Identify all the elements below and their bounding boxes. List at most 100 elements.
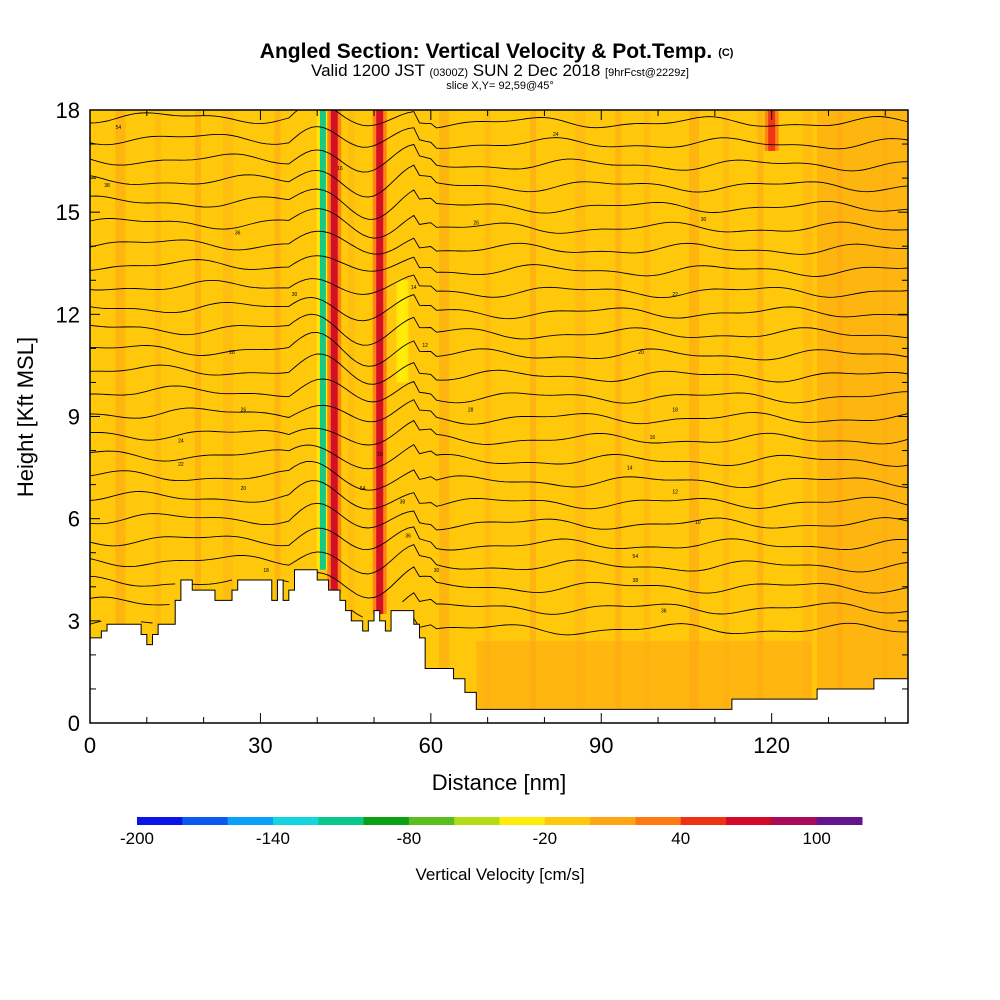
colorbar-swatch	[227, 817, 274, 825]
colorbar-swatch	[771, 817, 818, 825]
contour-label: 10	[377, 452, 383, 458]
theta-contour-line	[90, 164, 908, 198]
y-tick-label: 0	[68, 711, 80, 736]
colorbar	[137, 817, 863, 825]
contour-label: 54	[633, 554, 639, 560]
theta-contour-line	[90, 274, 908, 299]
theta-contour-line	[90, 208, 908, 239]
velocity-streak	[155, 110, 162, 723]
contour-label: 38	[400, 500, 406, 506]
colorbar-swatch	[590, 817, 636, 825]
x-tick-label: 0	[84, 733, 96, 758]
velocity-streak	[223, 110, 234, 723]
theta-contour-line	[90, 313, 908, 346]
theta-contour-line	[90, 592, 908, 618]
contour-label: 30	[292, 292, 298, 298]
x-tick-label: 60	[419, 733, 443, 758]
title-copyright-mark: (C)	[718, 47, 734, 59]
x-tick-label: 120	[753, 733, 790, 758]
theta-contour-line	[90, 332, 908, 367]
y-axis-title: Height [Kft MSL]	[13, 337, 38, 497]
theta-contour-line	[90, 126, 908, 150]
y-tick-label: 9	[68, 405, 80, 430]
velocity-streak	[439, 110, 450, 723]
colorbar-swatch	[137, 817, 183, 825]
colorbar-title: Vertical Velocity [cm/s]	[415, 865, 584, 884]
contour-label: 36	[235, 231, 241, 237]
colorbar-swatch	[635, 817, 682, 825]
velocity-streak	[643, 110, 650, 723]
theta-contour-line	[90, 110, 908, 129]
contour-label: 54	[116, 125, 122, 131]
contour-label: 24	[553, 132, 559, 138]
velocity-streak	[348, 110, 355, 723]
colorbar-labels: -200 -140 -80 -20 40 100	[120, 829, 831, 848]
theta-contour-line	[90, 460, 908, 491]
theta-contour-line	[90, 544, 908, 575]
colorbar-tick-label: -80	[397, 829, 422, 848]
contour-label: 30	[434, 568, 440, 574]
valid-time-line: Valid 1200 JST (0300Z) SUN 2 Dec 2018 [9…	[311, 61, 689, 80]
theta-contour-line	[90, 618, 908, 636]
x-axis: 0 30 60 90 120	[84, 110, 886, 758]
plot-area: 54 38 36 30 28 26 24 22 20 18 16 14 12 10 54 38 36 30 28 26…	[90, 110, 908, 723]
velocity-streak	[274, 110, 281, 723]
theta-contour-line	[90, 188, 908, 220]
contour-label: 30	[701, 217, 707, 223]
slice-info: slice X,Y= 92,59@45°	[446, 80, 554, 92]
contour-label: 14	[411, 285, 417, 291]
theta-contour-line	[90, 526, 908, 551]
downdraft-core	[319, 110, 326, 570]
valid-date: SUN 2 Dec 2018	[473, 61, 601, 80]
colorbar-swatch	[726, 817, 772, 825]
contour-label: 20	[241, 486, 247, 492]
y-tick-label: 12	[56, 302, 80, 327]
velocity-streak	[802, 110, 813, 723]
theta-contour-line	[90, 255, 908, 277]
contour-label: 36	[405, 534, 411, 540]
valid-zone: (0300Z)	[429, 67, 468, 79]
theta-contours	[90, 110, 908, 636]
theta-contour-line	[90, 143, 908, 173]
colorbar-swatch	[408, 817, 455, 825]
y-tick-label: 15	[56, 200, 80, 225]
updraft-core	[376, 110, 384, 615]
theta-contour-line	[90, 480, 908, 510]
velocity-streak	[757, 110, 764, 723]
updraft-core	[768, 110, 776, 151]
contour-label: 22	[672, 292, 678, 298]
contour-label: 38	[104, 183, 110, 189]
contour-label: 18	[263, 568, 269, 574]
contour-label: 24	[178, 438, 184, 444]
y-tick-label: 6	[68, 507, 80, 532]
velocity-streak	[484, 110, 491, 723]
x-axis-title: Distance [nm]	[432, 770, 567, 795]
theta-contour-line	[90, 502, 908, 531]
colorbar-tick-label: -20	[533, 829, 558, 848]
colorbar-tick-label: 40	[671, 829, 690, 848]
colorbar-swatch	[318, 817, 365, 825]
downdraft-core	[399, 280, 406, 383]
contour-label: 28	[229, 350, 235, 356]
contour-label: 20	[638, 350, 644, 356]
velocity-zone	[817, 110, 908, 723]
colorbar-swatch	[272, 817, 319, 825]
contour-label: 12	[422, 343, 428, 349]
valid-prefix: Valid 1200 JST	[311, 61, 425, 80]
theta-contour-line	[90, 294, 908, 322]
colorbar-swatch	[454, 817, 500, 825]
contour-label: 26	[473, 220, 479, 226]
theta-contour-labels: 54 38 36 30 28 26 24 22 20 18 16 14 12 10 54 38 36 30 28 26…	[104, 125, 706, 615]
velocity-streak	[115, 110, 126, 723]
x-tick-label: 90	[589, 733, 613, 758]
contour-label: 54	[360, 486, 366, 492]
colorbar-swatch	[182, 817, 229, 825]
terrain	[90, 569, 908, 723]
theta-contour-line	[90, 378, 908, 404]
colorbar-swatch	[363, 817, 410, 825]
theta-contour-line	[90, 566, 908, 599]
contour-label: 14	[627, 466, 633, 472]
velocity-streak	[194, 110, 201, 723]
contour-label: 22	[178, 462, 184, 468]
